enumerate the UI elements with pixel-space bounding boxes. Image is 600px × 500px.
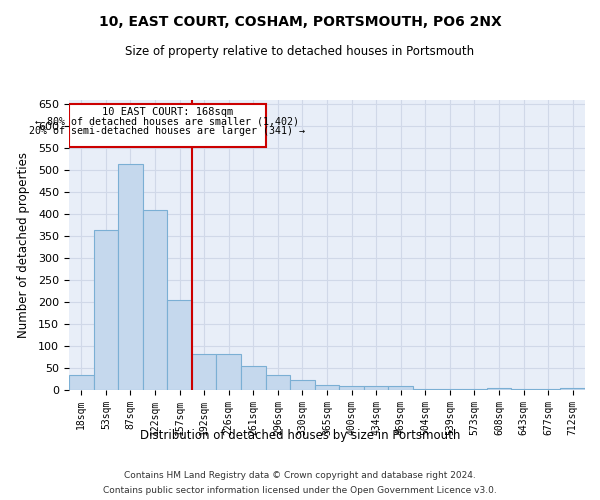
Bar [462,389,487,390]
Bar [69,374,94,390]
Bar [241,366,266,390]
Bar [94,230,118,390]
Text: ← 80% of detached houses are smaller (1,402): ← 80% of detached houses are smaller (1,… [35,116,299,126]
FancyBboxPatch shape [69,104,266,148]
Bar [118,164,143,390]
Text: 10 EAST COURT: 168sqm: 10 EAST COURT: 168sqm [101,107,233,117]
Text: 10, EAST COURT, COSHAM, PORTSMOUTH, PO6 2NX: 10, EAST COURT, COSHAM, PORTSMOUTH, PO6 … [98,15,502,29]
Text: Size of property relative to detached houses in Portsmouth: Size of property relative to detached ho… [125,45,475,58]
Bar [560,388,585,390]
Bar [511,389,536,390]
Bar [217,354,241,390]
Text: 20% of semi-detached houses are larger (341) →: 20% of semi-detached houses are larger (… [29,126,305,136]
Text: Contains public sector information licensed under the Open Government Licence v3: Contains public sector information licen… [103,486,497,495]
Bar [536,389,560,390]
Y-axis label: Number of detached properties: Number of detached properties [17,152,30,338]
Text: Contains HM Land Registry data © Crown copyright and database right 2024.: Contains HM Land Registry data © Crown c… [124,471,476,480]
Bar [364,386,388,390]
Bar [339,386,364,390]
Bar [290,380,315,390]
Bar [143,210,167,390]
Bar [266,374,290,390]
Bar [388,386,413,390]
Bar [167,300,192,390]
Text: Distribution of detached houses by size in Portsmouth: Distribution of detached houses by size … [140,428,460,442]
Bar [487,388,511,390]
Bar [437,389,462,390]
Bar [413,389,437,390]
Bar [315,384,339,390]
Bar [192,354,217,390]
